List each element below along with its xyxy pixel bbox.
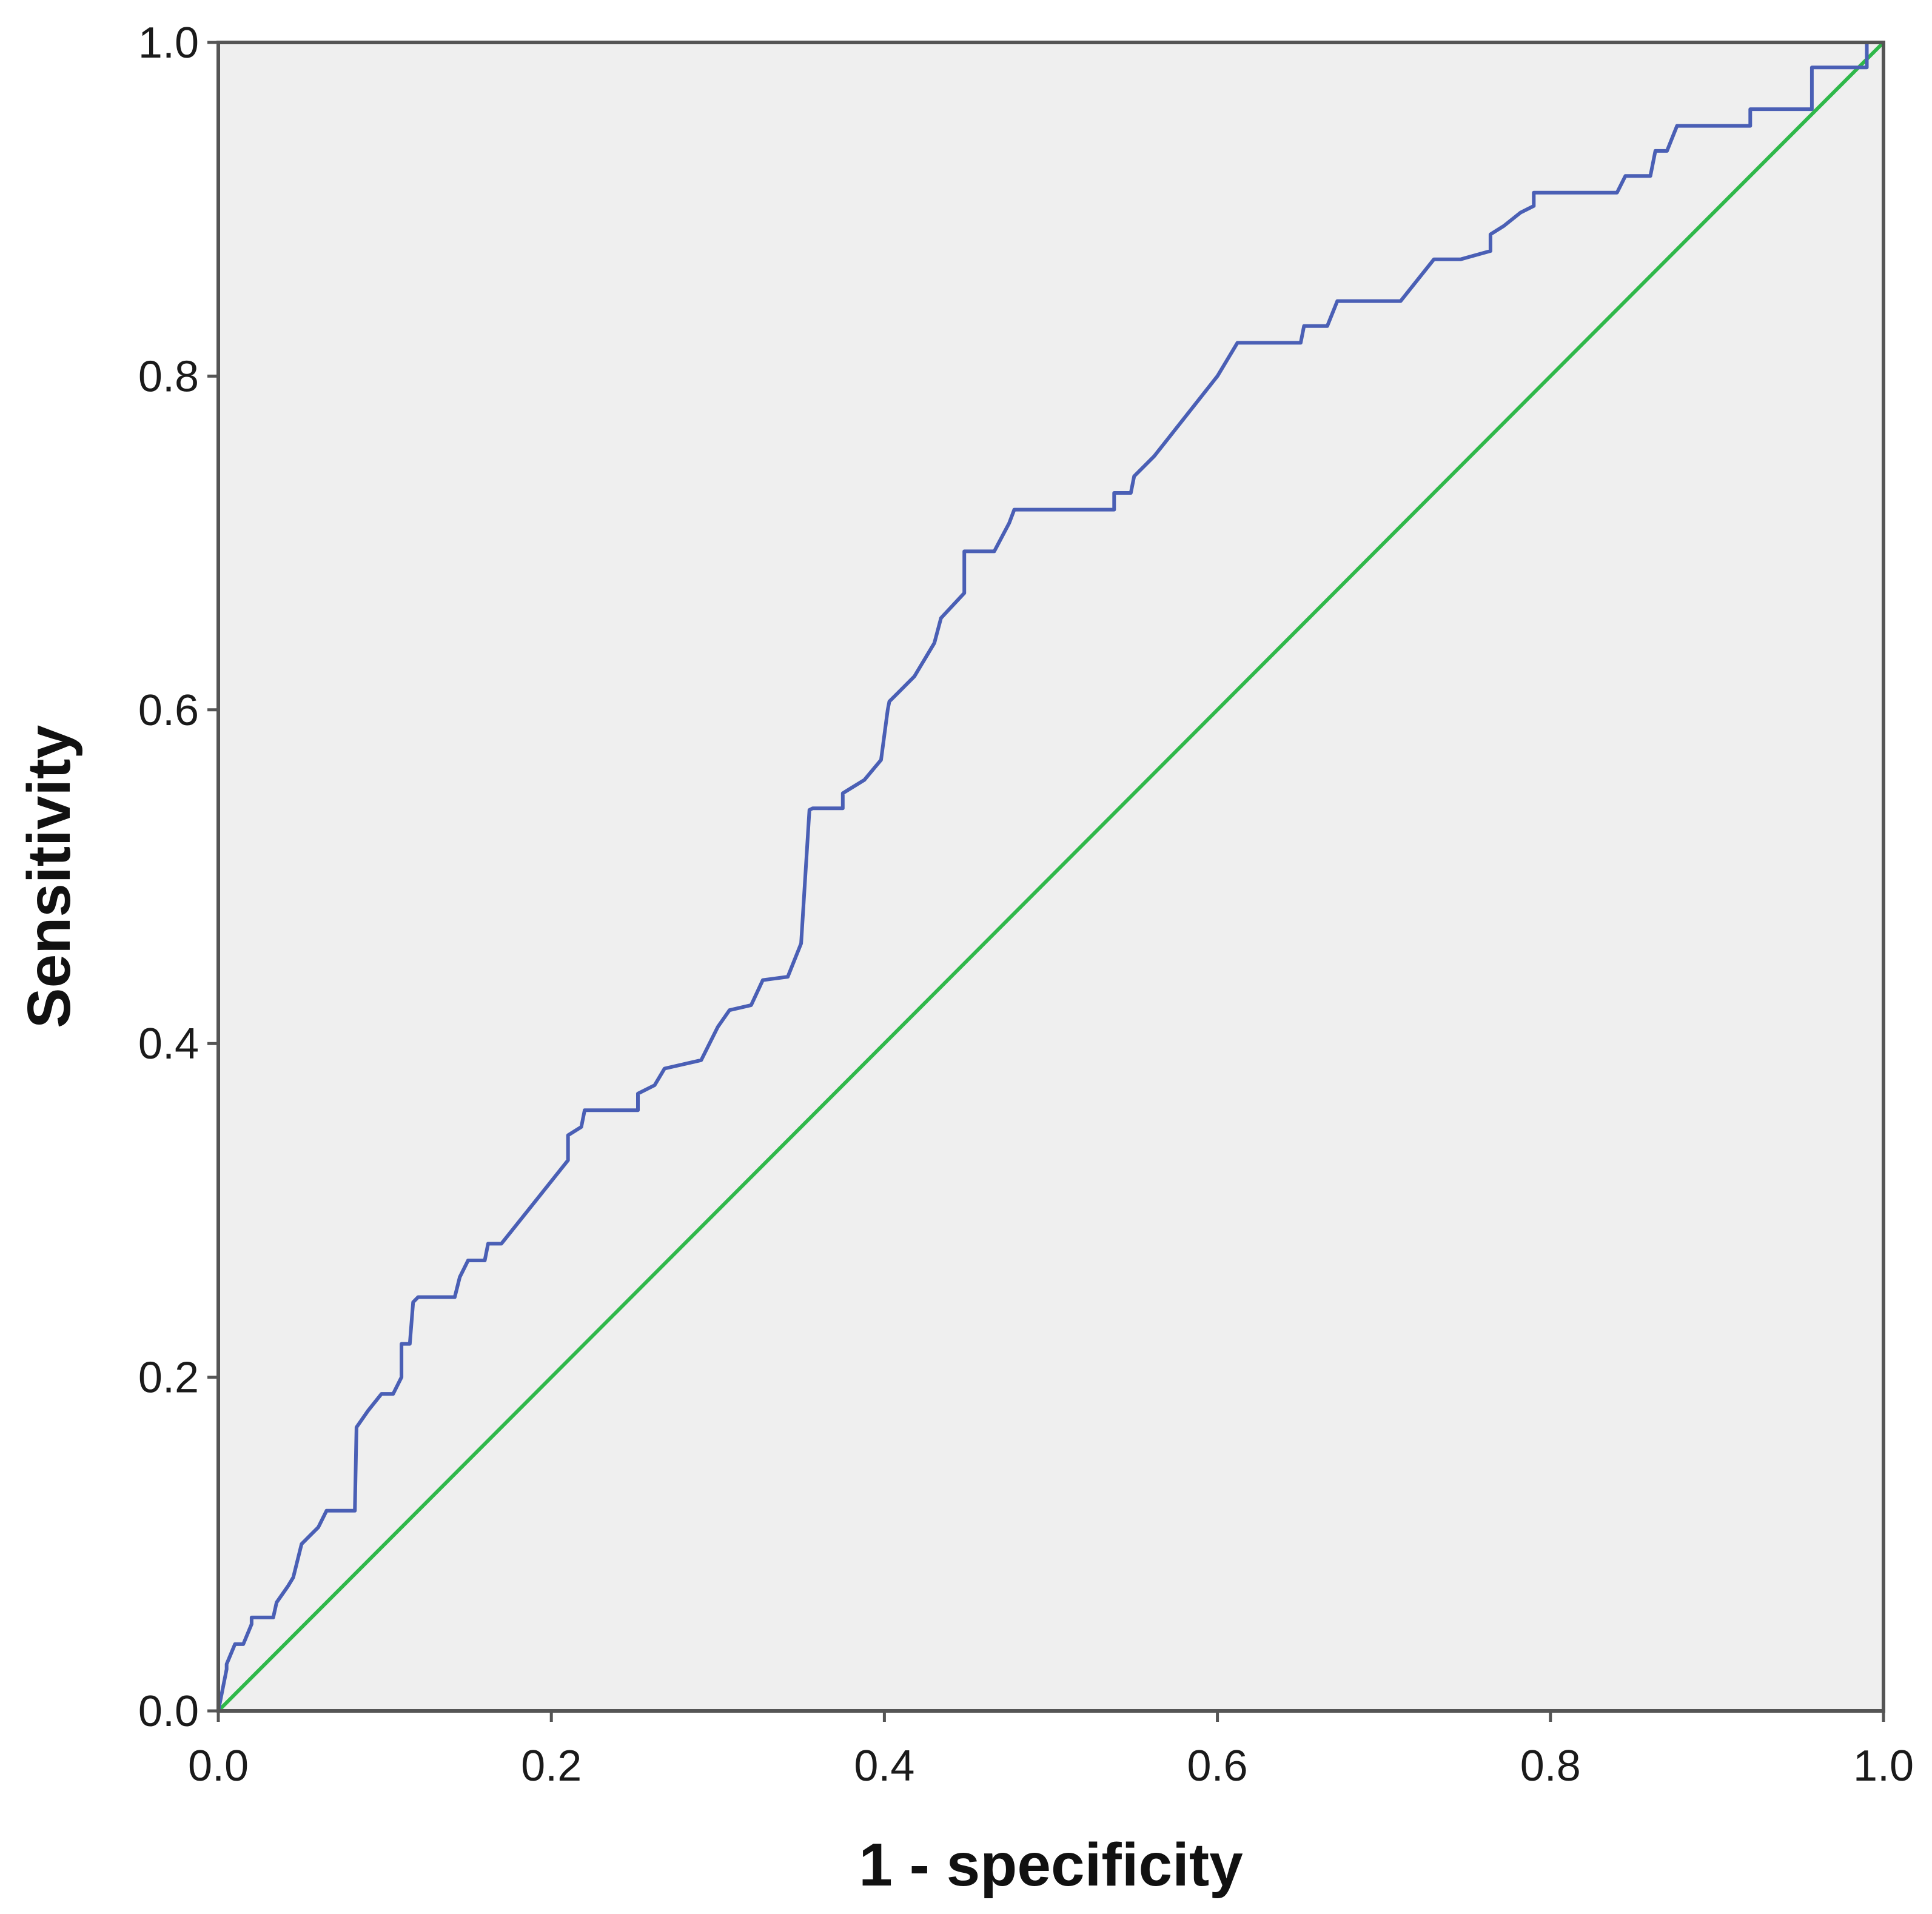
roc-curve-line bbox=[216, 41, 1883, 1712]
x-axis-ticks: 0.0 0.2 0.4 0.6 0.8 1.0 bbox=[188, 1711, 1914, 1790]
y-tick-label: 0.6 bbox=[138, 686, 199, 735]
x-axis-label: 1 - specificity bbox=[859, 1831, 1243, 1899]
y-tick-label: 0.0 bbox=[138, 1687, 199, 1736]
x-tick-label: 1.0 bbox=[1853, 1742, 1914, 1790]
y-tick-label: 0.4 bbox=[138, 1020, 199, 1068]
reference-diagonal-line bbox=[216, 41, 1885, 1713]
y-axis-ticks: 0.0 0.2 0.4 0.6 0.8 1.0 bbox=[138, 19, 218, 1736]
curves-group bbox=[216, 41, 1885, 1713]
x-tick-label: 0.8 bbox=[1520, 1742, 1581, 1790]
y-axis-label: Sensitivity bbox=[15, 725, 83, 1029]
y-tick-label: 1.0 bbox=[138, 19, 199, 67]
y-tick-label: 0.2 bbox=[138, 1354, 199, 1402]
plot-frame bbox=[216, 41, 1885, 1713]
x-tick-label: 0.0 bbox=[188, 1742, 249, 1790]
y-tick-label: 0.8 bbox=[138, 352, 199, 401]
x-tick-label: 0.2 bbox=[521, 1742, 582, 1790]
x-tick-label: 0.4 bbox=[854, 1742, 914, 1790]
x-tick-label: 0.6 bbox=[1187, 1742, 1248, 1790]
